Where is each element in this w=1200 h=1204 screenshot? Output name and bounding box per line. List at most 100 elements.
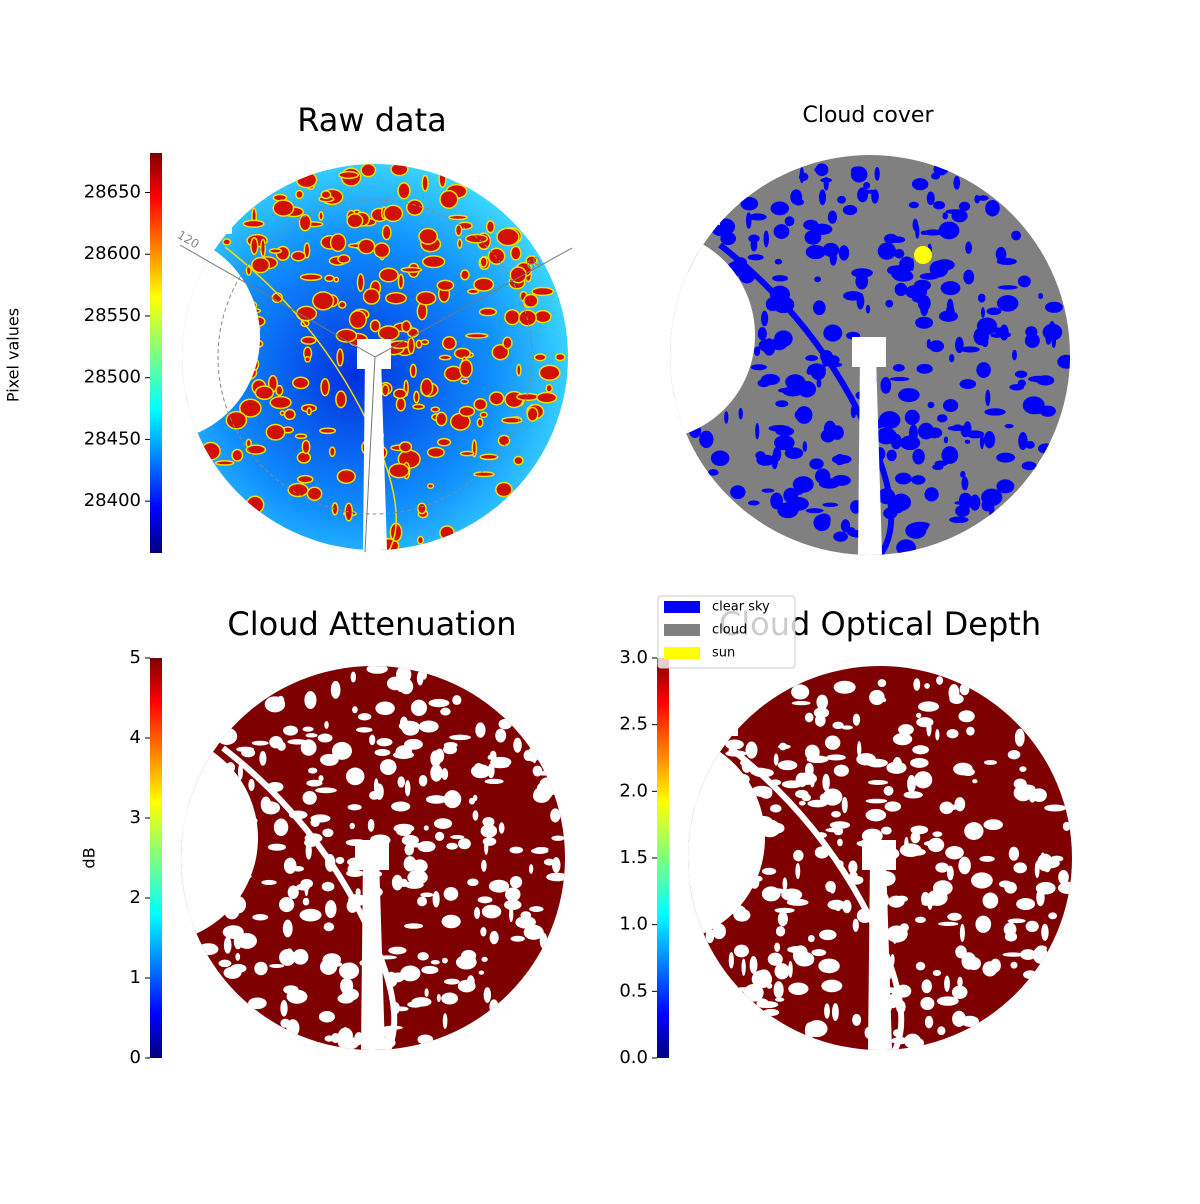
image-blob	[747, 254, 764, 261]
image-blob	[319, 958, 338, 975]
image-blob	[475, 722, 486, 738]
image-blob	[753, 346, 761, 357]
image-blob	[961, 476, 969, 491]
image-blob	[803, 219, 819, 231]
image-blob	[532, 765, 543, 777]
image-blob	[1002, 952, 1024, 957]
image-blob	[536, 391, 558, 404]
image-blob	[287, 885, 299, 899]
image-blob	[907, 774, 916, 793]
image-blob	[510, 245, 522, 261]
image-blob	[407, 336, 416, 355]
image-blob	[295, 171, 318, 189]
image-blob	[366, 666, 388, 674]
image-blob	[927, 893, 933, 910]
image-blob	[916, 712, 922, 719]
image-blob	[441, 336, 457, 351]
image-blob	[819, 929, 837, 941]
image-blob	[874, 167, 880, 181]
image-blob	[821, 979, 843, 993]
image-blob	[983, 819, 1003, 831]
image-blob	[916, 363, 933, 374]
image-blob	[837, 195, 846, 204]
image-blob	[416, 671, 424, 686]
image-blob	[964, 439, 971, 444]
image-blob	[218, 959, 232, 968]
image-blob	[426, 483, 435, 489]
image-blob	[966, 430, 985, 439]
image-blob	[961, 952, 977, 970]
image-blob	[983, 760, 998, 765]
image-blob	[977, 195, 989, 201]
image-blob	[774, 942, 781, 953]
image-blob	[804, 229, 822, 245]
image-blob	[279, 897, 295, 913]
image-blob	[745, 741, 758, 759]
image-blob	[997, 285, 1018, 290]
image-blob	[771, 452, 778, 470]
image-blob	[761, 867, 777, 875]
image-blob	[318, 775, 324, 782]
image-blob	[397, 182, 411, 200]
image-blob	[884, 801, 902, 812]
image-blob	[838, 245, 850, 261]
image-blob	[391, 874, 403, 891]
image-blob	[899, 923, 909, 932]
tick-label: 0.5	[619, 980, 648, 1001]
polar-spoke	[179, 244, 376, 358]
image-blob	[478, 970, 485, 975]
image-blob	[441, 957, 448, 964]
image-blob	[446, 842, 458, 850]
image-blob	[231, 448, 244, 462]
image-blob	[699, 430, 714, 449]
image-blob	[477, 896, 493, 904]
image-blob	[976, 317, 998, 336]
image-blob	[955, 336, 964, 354]
image-blob	[478, 307, 498, 317]
image-blob	[728, 952, 734, 969]
image-mask	[868, 858, 892, 1050]
image-blob	[892, 364, 905, 372]
image-blob	[432, 890, 440, 908]
image-blob	[794, 951, 815, 967]
image-blob	[491, 344, 510, 361]
image-blob	[830, 425, 844, 440]
image-blob	[865, 808, 887, 822]
image-blob	[261, 801, 281, 815]
image-blob	[550, 808, 561, 823]
colorbar	[150, 658, 162, 1058]
image-blob	[949, 353, 955, 363]
image-blob	[312, 291, 335, 311]
image-blob	[259, 238, 267, 258]
image-blob	[958, 856, 971, 875]
image-blob	[912, 745, 930, 755]
image-blob	[1045, 331, 1052, 345]
image-blob	[757, 1001, 779, 1009]
image-blob	[425, 795, 447, 804]
image-blob	[809, 458, 824, 470]
image-blob	[1040, 852, 1046, 868]
image-blob	[743, 984, 764, 1002]
image-blob	[298, 213, 312, 232]
image-blob	[489, 999, 499, 1014]
image-blob	[436, 993, 441, 1003]
image-blob	[300, 336, 317, 345]
legend-patch	[664, 624, 700, 636]
image-blob	[1009, 384, 1025, 391]
image-blob	[346, 213, 364, 229]
image-blob	[774, 435, 795, 451]
polar-ring	[217, 199, 533, 515]
tick-label: 1.0	[619, 914, 648, 935]
image-blob	[336, 468, 356, 484]
image-blob	[453, 347, 471, 360]
image-blob	[894, 248, 905, 259]
image-blob	[374, 748, 391, 757]
image-blob	[430, 750, 442, 767]
image-blob	[819, 189, 827, 206]
image-blob	[294, 433, 308, 440]
image-blob	[441, 768, 449, 780]
image-blob	[467, 878, 479, 887]
image-blob	[865, 304, 871, 314]
image-blob	[489, 882, 499, 889]
image-blob	[465, 332, 489, 339]
